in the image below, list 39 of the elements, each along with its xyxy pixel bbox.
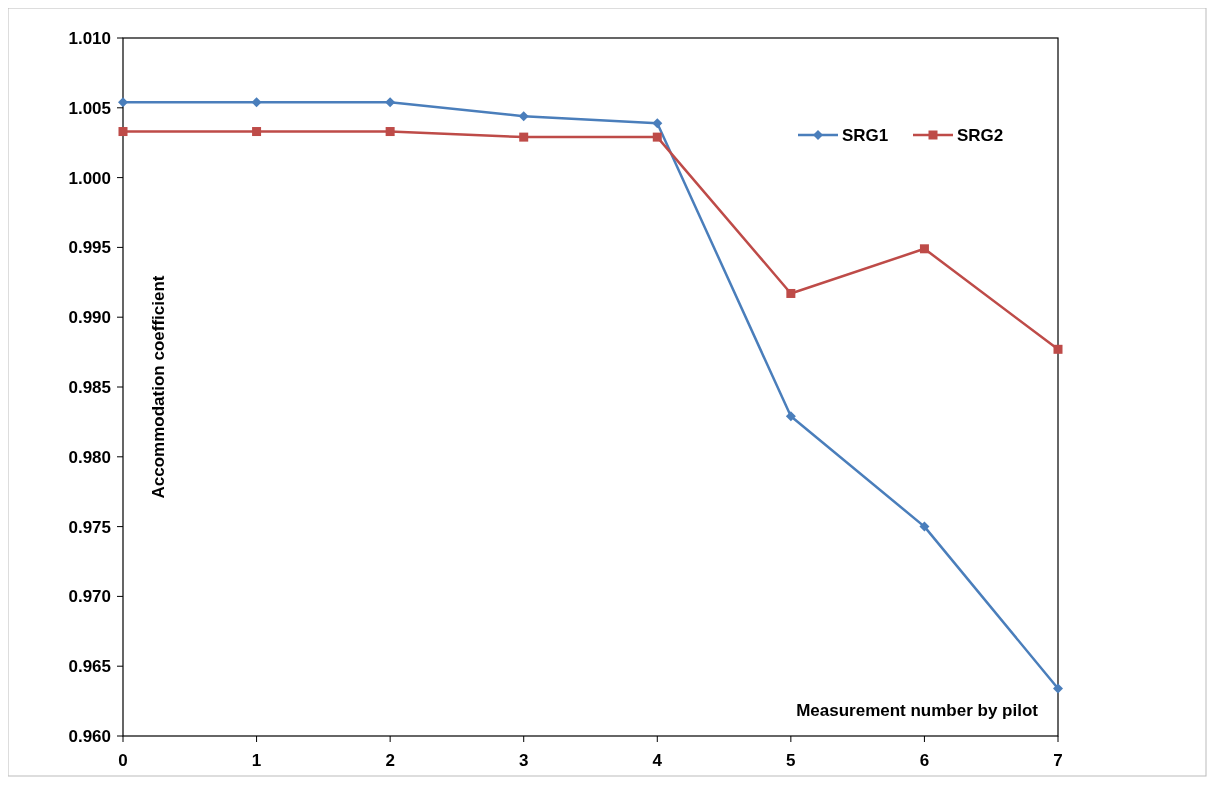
y-tick-label: 0.975 (68, 517, 111, 537)
point (118, 127, 128, 137)
point (252, 127, 262, 137)
x-axis-title: Measurement number by pilot (796, 701, 1039, 720)
y-tick-label: 1.010 (68, 28, 111, 48)
y-tick-label: 0.965 (68, 657, 111, 677)
x-tick-label: 2 (385, 751, 395, 770)
y-tick-label: 0.960 (68, 726, 111, 746)
x-tick-label: 0 (118, 751, 128, 770)
x-tick-label: 7 (1053, 751, 1063, 770)
x-tick-label: 3 (518, 751, 529, 770)
point (385, 127, 395, 137)
point (652, 118, 663, 129)
point (652, 132, 662, 142)
point (786, 288, 796, 298)
point (519, 132, 529, 142)
x-tick-label: 1 (251, 751, 262, 770)
x-tick-label: 5 (786, 751, 796, 770)
point (1053, 344, 1063, 354)
point (118, 97, 128, 108)
point (385, 97, 396, 108)
y-tick-label: 0.985 (68, 377, 111, 397)
point (785, 411, 796, 422)
y-tick-label: 0.990 (68, 308, 111, 328)
x-tick-label: 6 (919, 751, 930, 770)
y-axis-title: Accommodation coefficient (149, 275, 168, 499)
point (251, 97, 262, 108)
point (1053, 683, 1063, 694)
y-tick-label: 1.005 (68, 98, 111, 118)
y-tick-label: 1.000 (68, 168, 111, 188)
legend-label: SRG2 (957, 125, 1004, 145)
y-tick-label: 0.980 (68, 447, 111, 467)
point (919, 521, 930, 532)
y-tick-label: 0.970 (68, 587, 111, 607)
point (919, 244, 929, 254)
x-tick-label: 4 (652, 751, 663, 770)
legend-label: SRG1 (842, 125, 889, 145)
y-tick-label: 0.995 (68, 238, 111, 258)
point (518, 111, 529, 122)
